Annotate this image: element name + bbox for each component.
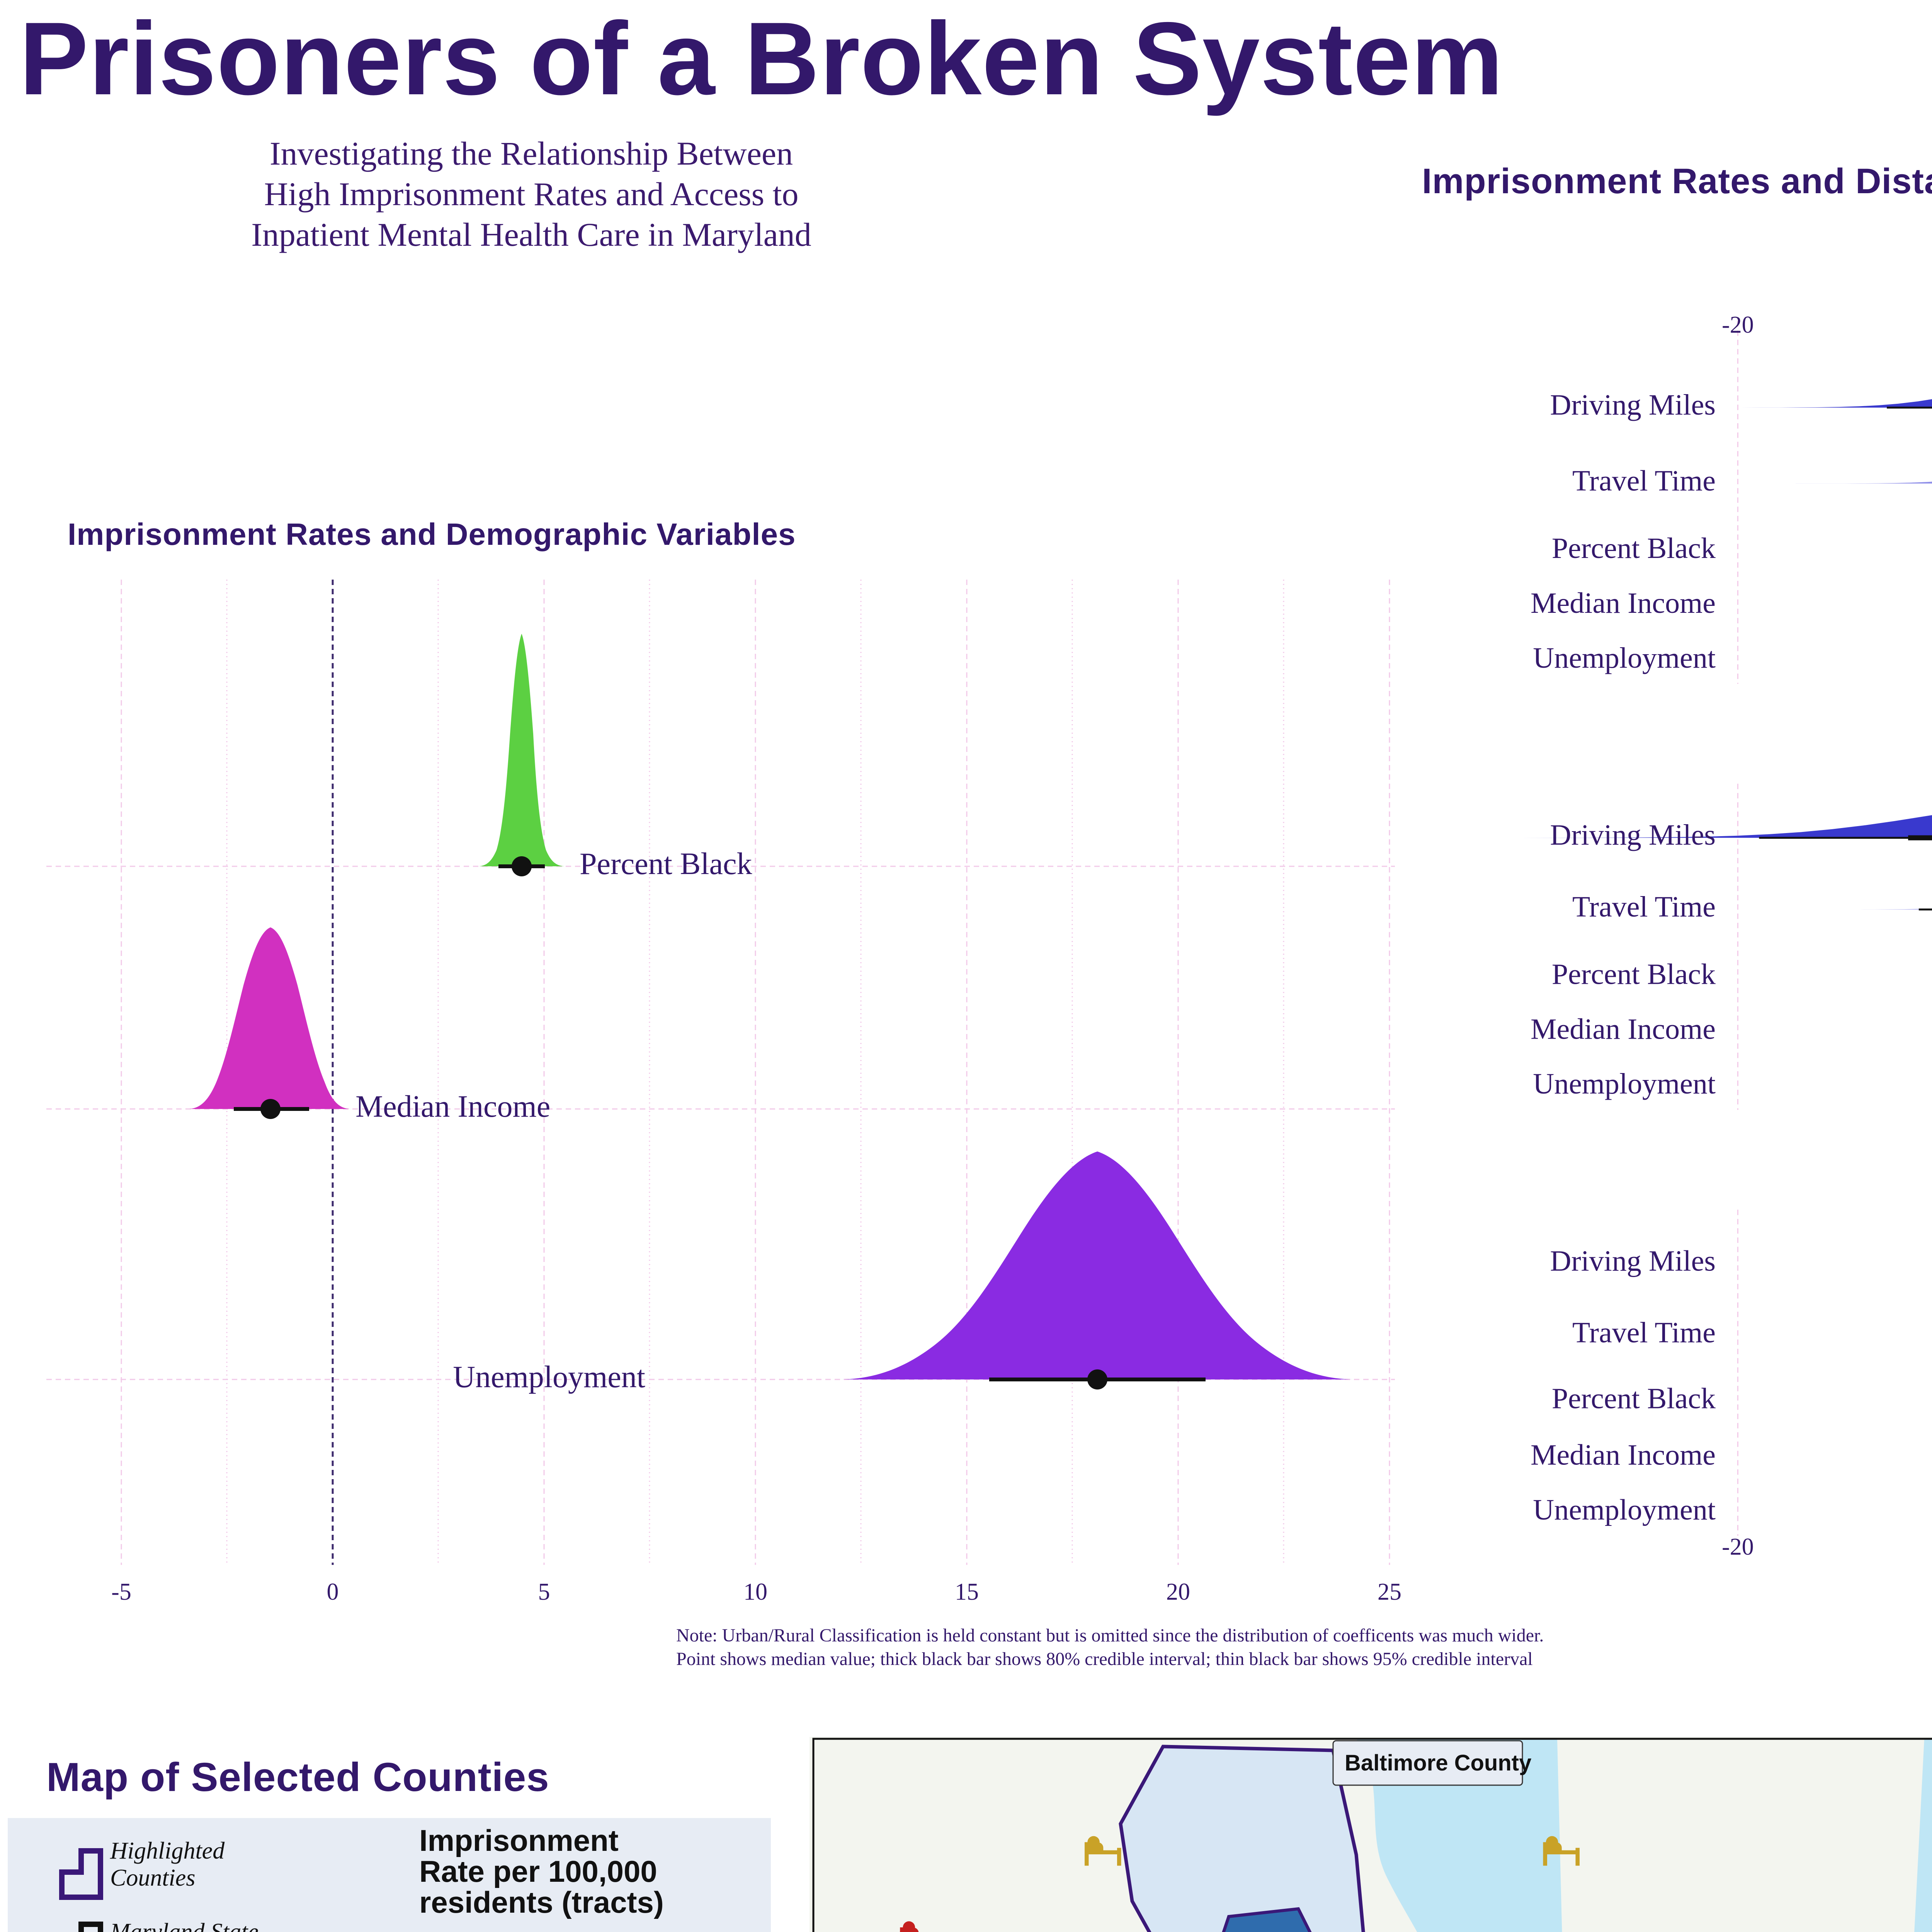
svg-text:Highlighted: Highlighted — [110, 1838, 225, 1864]
svg-text:Unemployment: Unemployment — [453, 1360, 645, 1394]
svg-text:Driving Miles: Driving Miles — [1550, 819, 1716, 851]
svg-text:Travel Time: Travel Time — [1572, 1316, 1716, 1349]
svg-text:Median Income: Median Income — [1531, 587, 1716, 619]
svg-text:Median Income: Median Income — [355, 1090, 550, 1124]
svg-text:Imprisonment Rates and Demogra: Imprisonment Rates and Demographic Varia… — [68, 517, 796, 551]
svg-text:Imprisonment: Imprisonment — [419, 1823, 619, 1857]
svg-text:Percent Black: Percent Black — [1552, 532, 1716, 565]
svg-text:Map of Selected Counties: Map of Selected Counties — [46, 1755, 549, 1800]
svg-text:Unemployment: Unemployment — [1533, 642, 1716, 674]
svg-text:25: 25 — [1378, 1579, 1401, 1605]
svg-text:-5: -5 — [111, 1579, 131, 1605]
svg-text:Median Income: Median Income — [1531, 1439, 1716, 1471]
svg-text:Driving Miles: Driving Miles — [1550, 1245, 1716, 1277]
svg-text:10: 10 — [743, 1579, 767, 1605]
svg-text:-20: -20 — [1722, 312, 1754, 338]
svg-text:5: 5 — [538, 1579, 550, 1605]
svg-text:Baltimore County: Baltimore County — [1345, 1750, 1531, 1776]
svg-text:Maryland State: Maryland State — [110, 1919, 259, 1932]
svg-text:Percent Black: Percent Black — [580, 847, 752, 881]
svg-text:Unemployment: Unemployment — [1533, 1494, 1716, 1526]
svg-text:Percent Black: Percent Black — [1552, 1382, 1716, 1415]
svg-text:20: 20 — [1166, 1579, 1190, 1605]
svg-text:Percent Black: Percent Black — [1552, 958, 1716, 990]
svg-text:Travel Time: Travel Time — [1572, 464, 1716, 497]
svg-text:Rate per 100,000: Rate per 100,000 — [419, 1854, 657, 1888]
svg-text:-20: -20 — [1722, 1534, 1754, 1560]
svg-text:Median Income: Median Income — [1531, 1013, 1716, 1045]
svg-text:Imprisonment Rates and Distanc: Imprisonment Rates and Distance to Menta… — [1422, 162, 1932, 201]
svg-text:Driving Miles: Driving Miles — [1550, 389, 1716, 421]
svg-text:0: 0 — [327, 1579, 339, 1605]
svg-text:residents (tracts): residents (tracts) — [419, 1885, 664, 1919]
svg-text:Travel Time: Travel Time — [1572, 891, 1716, 923]
svg-text:15: 15 — [955, 1579, 979, 1605]
svg-text:Unemployment: Unemployment — [1533, 1068, 1716, 1100]
svg-text:Counties: Counties — [110, 1865, 195, 1891]
